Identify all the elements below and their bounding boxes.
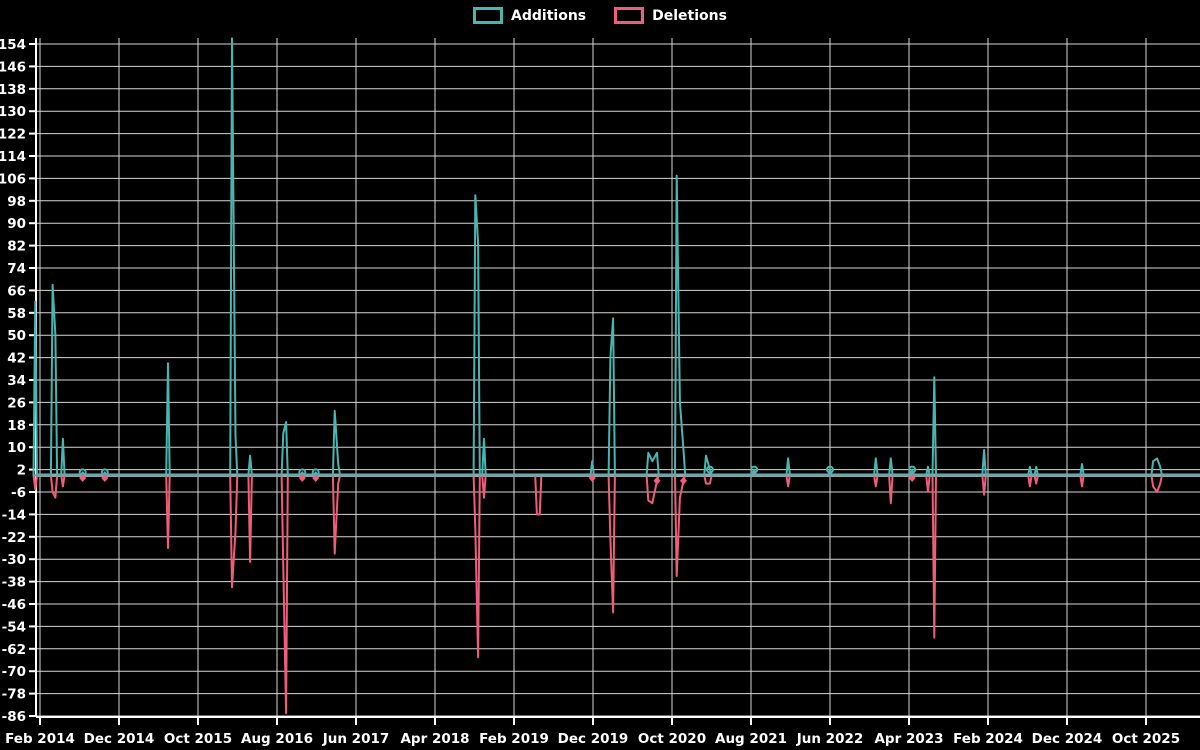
x-tick-label: Dec 2014	[84, 731, 155, 747]
y-tick-label: -38	[2, 575, 26, 591]
deletions-point-marker	[588, 474, 596, 482]
y-tick-label: 66	[7, 283, 26, 299]
y-tick-label: -22	[2, 530, 26, 546]
y-tick-label: 26	[7, 395, 26, 411]
legend-item-additions[interactable]: Additions	[473, 7, 586, 24]
y-tick-label: 154	[0, 37, 26, 53]
x-tick-label: Aug 2016	[241, 731, 313, 747]
y-tick-label: -54	[2, 619, 26, 635]
deletions-line	[32, 474, 1200, 715]
y-tick-label: 18	[7, 418, 26, 434]
deletions-point-marker	[298, 474, 306, 482]
y-tick-label: 10	[7, 440, 26, 456]
deletions-point-marker	[653, 476, 661, 485]
additions-point-marker	[750, 465, 759, 474]
legend-label-deletions: Deletions	[652, 7, 727, 24]
y-tick-label: -62	[2, 642, 26, 658]
legend-label-additions: Additions	[511, 7, 587, 24]
y-tick-label: -30	[2, 552, 26, 568]
y-tick-label: -86	[2, 709, 26, 725]
additions-point-marker	[826, 465, 834, 474]
additions-line	[32, 37, 1200, 477]
deletions-swatch-icon	[614, 7, 645, 24]
y-tick-label: -70	[2, 664, 26, 680]
y-tick-label: 114	[0, 149, 26, 165]
x-tick-label: Apr 2023	[874, 731, 943, 747]
y-tick-label: 98	[7, 194, 26, 210]
y-tick-label: -14	[2, 507, 26, 523]
additions-swatch-icon	[473, 7, 504, 24]
y-tick-label: 74	[7, 261, 26, 277]
deletions-point-marker	[101, 474, 109, 482]
deletions-point-marker	[79, 474, 87, 482]
deletions-point-marker	[312, 474, 320, 482]
x-tick-label: Aug 2021	[715, 731, 787, 747]
y-tick-label: -46	[2, 597, 26, 613]
x-tick-label: Dec 2019	[558, 731, 629, 747]
additions-point-marker	[705, 465, 714, 474]
x-tick-label: Jun 2022	[796, 731, 864, 747]
x-tick-label: Oct 2020	[638, 731, 706, 747]
x-tick-label: Feb 2019	[479, 731, 549, 747]
y-tick-label: 34	[7, 373, 26, 389]
y-tick-label: 90	[7, 216, 26, 232]
x-tick-label: Apr 2018	[400, 731, 469, 747]
y-tick-label: 130	[0, 104, 26, 120]
x-tick-label: Oct 2025	[1112, 731, 1180, 747]
y-tick-label: 122	[0, 127, 26, 143]
deletions-point-marker	[679, 476, 687, 485]
chart-legend: Additions Deletions	[0, 7, 1200, 24]
x-tick-label: Feb 2024	[953, 731, 1023, 747]
x-tick-label: Jun 2017	[322, 731, 390, 747]
y-tick-label: 58	[7, 306, 26, 322]
deletions-point-marker	[908, 474, 916, 482]
additions-point-marker	[908, 465, 917, 474]
y-tick-label: 106	[0, 171, 26, 187]
y-tick-label: -78	[2, 687, 26, 703]
y-tick-label: 138	[0, 82, 26, 98]
x-tick-label: Feb 2014	[5, 731, 75, 747]
y-tick-label: 42	[7, 351, 26, 367]
y-tick-label: 82	[7, 239, 26, 255]
y-tick-label: 50	[7, 328, 26, 344]
y-tick-label: 2	[17, 463, 26, 479]
y-tick-label: 146	[0, 59, 26, 75]
x-tick-label: Dec 2024	[1032, 731, 1103, 747]
y-tick-label: -6	[11, 485, 26, 501]
x-tick-label: Oct 2015	[164, 731, 232, 747]
legend-item-deletions[interactable]: Deletions	[614, 7, 727, 24]
